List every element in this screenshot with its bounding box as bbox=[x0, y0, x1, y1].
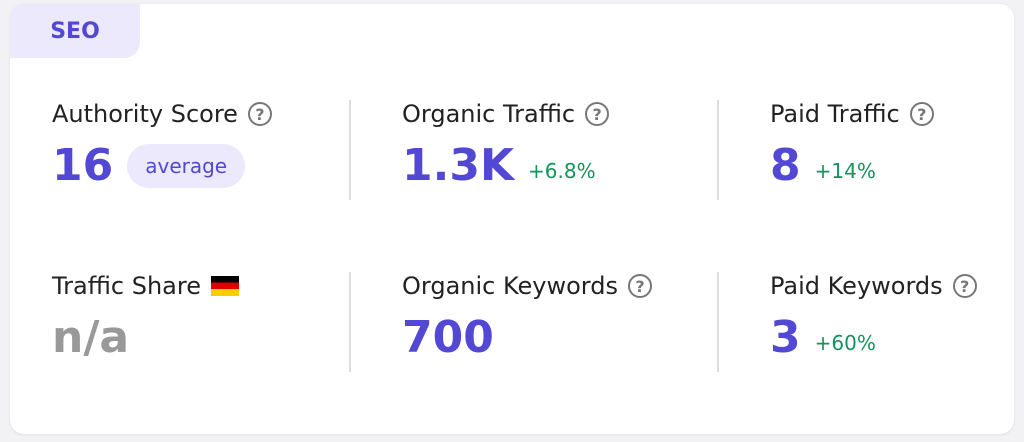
metric-change: +6.8% bbox=[528, 158, 596, 183]
metric-value: 3 bbox=[770, 312, 801, 363]
metric: Paid Traffic? 8 +14% bbox=[770, 100, 1024, 191]
seo-card bbox=[10, 4, 1014, 434]
label-text: Paid Keywords bbox=[770, 272, 943, 300]
label-text: Paid Traffic bbox=[770, 100, 900, 128]
metric-row: 16 average bbox=[52, 140, 372, 191]
help-icon[interactable]: ? bbox=[909, 102, 934, 126]
metric-row: n/a bbox=[52, 312, 372, 363]
divider bbox=[717, 272, 719, 372]
label-text: Organic Traffic bbox=[402, 100, 576, 128]
metric-change: +60% bbox=[814, 330, 876, 355]
divider bbox=[349, 100, 351, 200]
metric-label: Organic Traffic? bbox=[402, 100, 722, 128]
divider bbox=[349, 272, 351, 372]
divider bbox=[717, 100, 719, 200]
metric-row: 1.3K +6.8% bbox=[402, 140, 722, 191]
seo-tab[interactable]: SEO bbox=[10, 4, 140, 58]
metric: Authority Score? 16 average bbox=[52, 100, 372, 191]
flag-icon bbox=[211, 276, 239, 296]
label-text: Authority Score bbox=[52, 100, 238, 128]
metric-label: Paid Keywords? bbox=[770, 272, 1024, 300]
help-icon[interactable]: ? bbox=[952, 274, 977, 298]
badge: average bbox=[127, 143, 246, 188]
metric-row: 8 +14% bbox=[770, 140, 1024, 191]
metric: Traffic Share n/a bbox=[52, 272, 372, 363]
metric-value: n/a bbox=[52, 312, 130, 363]
metric-value: 8 bbox=[770, 140, 801, 191]
metric: Paid Keywords? 3 +60% bbox=[770, 272, 1024, 363]
metric-row: 3 +60% bbox=[770, 312, 1024, 363]
metric-value: 16 bbox=[52, 140, 114, 191]
metric: Organic Traffic? 1.3K +6.8% bbox=[402, 100, 722, 191]
metric-value: 1.3K bbox=[402, 140, 515, 191]
metric-change: +14% bbox=[814, 158, 876, 183]
label-text: Organic Keywords bbox=[402, 272, 618, 300]
help-icon[interactable]: ? bbox=[247, 102, 272, 126]
metric-label: Organic Keywords? bbox=[402, 272, 722, 300]
help-icon[interactable]: ? bbox=[628, 274, 652, 298]
help-icon[interactable]: ? bbox=[585, 102, 610, 126]
metric-row: 700 bbox=[402, 312, 722, 363]
metric-label: Paid Traffic? bbox=[770, 100, 1024, 128]
metric-label: Authority Score? bbox=[52, 100, 372, 128]
label-text: Traffic Share bbox=[52, 272, 201, 300]
metric: Organic Keywords? 700 bbox=[402, 272, 722, 363]
metric-value: 700 bbox=[402, 312, 494, 363]
metric-label: Traffic Share bbox=[52, 272, 372, 300]
